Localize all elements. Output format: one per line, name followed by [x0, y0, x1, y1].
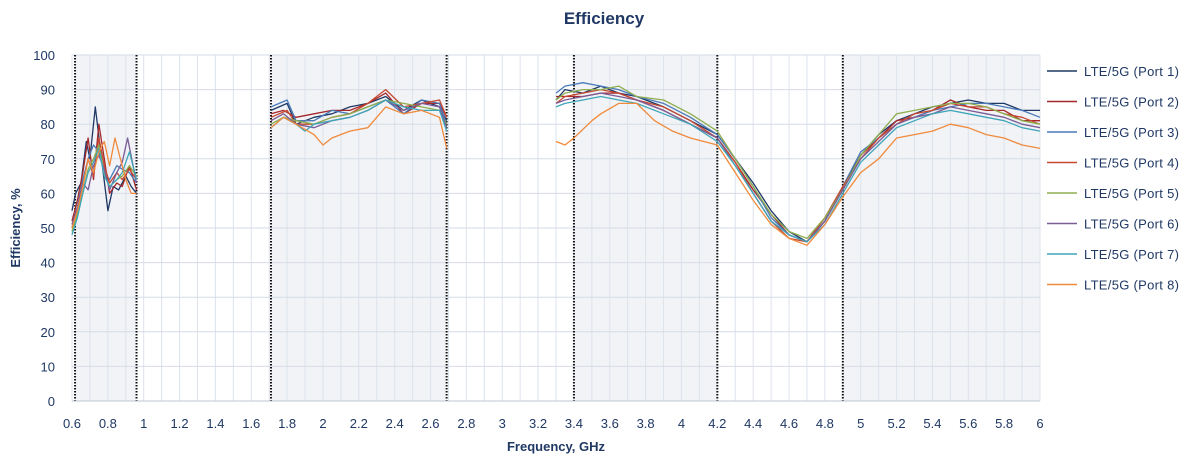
y-tick-label: 80: [41, 117, 55, 132]
x-axis-title: Frequency, GHz: [507, 439, 606, 454]
x-tick-label: 2.8: [457, 416, 475, 431]
series-lines: [71, 82, 1041, 246]
y-tick-label: 40: [41, 256, 55, 271]
legend-item: LTE/5G (Port 5): [1047, 186, 1179, 201]
y-tick-label: 60: [41, 186, 55, 201]
series-line-port-2: [71, 123, 138, 222]
legend-label: LTE/5G (Port 5): [1084, 186, 1179, 201]
legend: LTE/5G (Port 1) LTE/5G (Port 2) LTE/5G (Po…: [1047, 64, 1179, 293]
legend-item: LTE/5G (Port 3): [1047, 125, 1179, 140]
x-tick-label: 5: [857, 416, 864, 431]
x-tick-label: 3.8: [637, 416, 655, 431]
x-tick-label: 5.4: [923, 416, 941, 431]
x-tick-label: 1.8: [278, 416, 296, 431]
y-tick-labels: 0 10 20 30 40 50 60 70 80 90 100: [33, 48, 55, 409]
x-tick-label: 6: [1036, 416, 1043, 431]
x-tick-label: 4.4: [744, 416, 762, 431]
x-tick-label: 3.2: [529, 416, 547, 431]
x-tick-label: 0.6: [63, 416, 81, 431]
x-tick-label: 2: [319, 416, 326, 431]
x-tick-label: 5.6: [959, 416, 977, 431]
y-tick-label: 30: [41, 290, 55, 305]
legend-label: LTE/5G (Port 4): [1084, 156, 1179, 171]
legend-label: LTE/5G (Port 3): [1084, 125, 1179, 140]
x-tick-label: 2.6: [421, 416, 439, 431]
series-line-port-7: [555, 95, 1041, 243]
legend-item: LTE/5G (Port 2): [1047, 95, 1179, 110]
legend-label: LTE/5G (Port 6): [1084, 217, 1179, 232]
chart-title: Efficiency: [564, 9, 645, 28]
legend-item: LTE/5G (Port 6): [1047, 217, 1179, 232]
legend-label: LTE/5G (Port 2): [1084, 95, 1179, 110]
x-tick-label: 5.2: [888, 416, 906, 431]
x-tick-label: 3.6: [601, 416, 619, 431]
x-tick-label: 3.4: [565, 416, 583, 431]
legend-item: LTE/5G (Port 7): [1047, 247, 1179, 262]
series-line-port-5: [270, 99, 448, 125]
x-tick-label: 4: [678, 416, 685, 431]
legend-label: LTE/5G (Port 8): [1084, 278, 1179, 293]
x-tick-label: 1.2: [171, 416, 189, 431]
x-tick-label: 2.4: [386, 416, 404, 431]
series-line-port-5: [555, 85, 1041, 240]
x-tick-label: 0.8: [99, 416, 117, 431]
y-tick-label: 0: [48, 394, 55, 409]
legend-item: LTE/5G (Port 1): [1047, 64, 1179, 79]
series-line-port-8: [270, 106, 448, 149]
legend-item: LTE/5G (Port 4): [1047, 156, 1179, 171]
legend-label: LTE/5G (Port 7): [1084, 247, 1179, 262]
x-tick-label: 1.4: [206, 416, 224, 431]
x-tick-label: 4.2: [708, 416, 726, 431]
y-tick-label: 90: [41, 83, 55, 98]
series-line-port-8: [71, 137, 137, 229]
x-tick-label: 5.8: [995, 416, 1013, 431]
y-tick-label: 100: [33, 48, 55, 63]
series-line-port-8: [555, 102, 1041, 246]
x-tick-label: 4.6: [780, 416, 798, 431]
band-edge-markers: [74, 55, 844, 401]
x-tick-label: 1.6: [242, 416, 260, 431]
legend-label: LTE/5G (Port 1): [1084, 64, 1179, 79]
y-tick-label: 10: [41, 359, 55, 374]
x-tick-labels: 0.6 0.8 1 1.2 1.4 1.6 1.8 2 2.2 2.4 2.6 2.8 3 3.2 3.4 3…: [63, 416, 1044, 431]
x-tick-label: 2.2: [350, 416, 368, 431]
y-tick-label: 50: [41, 221, 55, 236]
x-tick-label: 3: [499, 416, 506, 431]
series-line-port-4: [270, 88, 448, 125]
x-tick-label: 4.8: [816, 416, 834, 431]
y-tick-label: 20: [41, 325, 55, 340]
y-axis-title: Efficiency, %: [8, 188, 23, 268]
legend-item: LTE/5G (Port 8): [1047, 278, 1179, 293]
x-tick-label: 1: [140, 416, 147, 431]
y-tick-label: 70: [41, 152, 55, 167]
